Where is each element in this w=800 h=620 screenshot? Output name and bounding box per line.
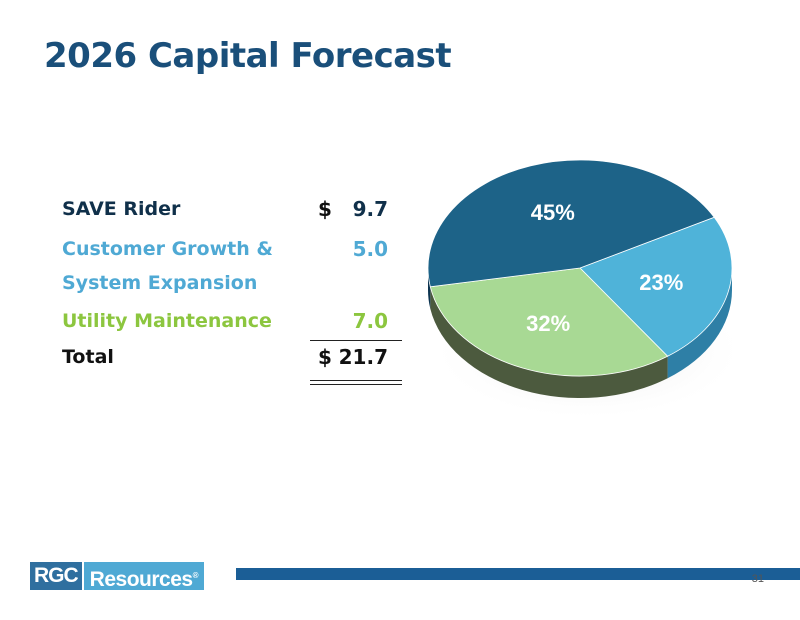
- row-label: Customer Growth & System Expansion: [62, 232, 292, 300]
- row-amount: 21.7: [338, 345, 388, 369]
- pie-slice-label: 45%: [531, 200, 575, 225]
- row-currency: $: [318, 345, 332, 369]
- pie-slice-label: 23%: [639, 270, 683, 295]
- logo-part-rgc: RGC: [30, 562, 82, 590]
- page-title: 2026 Capital Forecast: [44, 36, 452, 76]
- row-label-line2: System Expansion: [62, 272, 258, 294]
- pie-slice-label: 32%: [526, 311, 570, 336]
- row-label: Total: [62, 346, 114, 368]
- logo-word: Resources: [89, 568, 193, 591]
- pie-slice-45: [427, 159, 715, 288]
- row-label: Utility Maintenance: [62, 310, 272, 332]
- row-currency: $: [318, 197, 332, 221]
- table-row-save-rider: SAVE Rider $ 9.7: [62, 192, 402, 228]
- pie-tops: [427, 159, 733, 377]
- row-label-line1: Customer Growth &: [62, 238, 273, 260]
- pie-slice-23: [579, 216, 733, 357]
- capital-table: SAVE Rider $ 9.7 Customer Growth & Syste…: [62, 192, 402, 385]
- row-amount: 9.7: [352, 197, 388, 221]
- logo-part-resources: Resources®: [83, 562, 204, 591]
- subtotal-rule: [310, 340, 402, 341]
- table-row-utility-maintenance: Utility Maintenance 7.0: [62, 304, 402, 341]
- row-amount: 7.0: [352, 309, 388, 333]
- row-label: SAVE Rider: [62, 198, 181, 220]
- page-number: 31: [751, 573, 764, 585]
- footer-bar: [236, 568, 800, 580]
- row-amount: 5.0: [352, 237, 388, 261]
- total-double-rule: [310, 380, 402, 385]
- table-row-customer-growth: Customer Growth & System Expansion 5.0: [62, 232, 402, 304]
- company-logo: RGC Resources®: [30, 562, 204, 591]
- table-row-total: Total $ 21.7: [62, 340, 402, 385]
- pie-slice-side-23: [667, 268, 732, 379]
- pie-chart: 23% 32% 45%: [427, 159, 748, 422]
- pie-slice-32: [429, 267, 669, 377]
- pie-labels: 23% 32% 45%: [526, 200, 683, 336]
- pie-slice-side-32: [430, 286, 668, 398]
- logo-registered-mark: ®: [192, 571, 199, 580]
